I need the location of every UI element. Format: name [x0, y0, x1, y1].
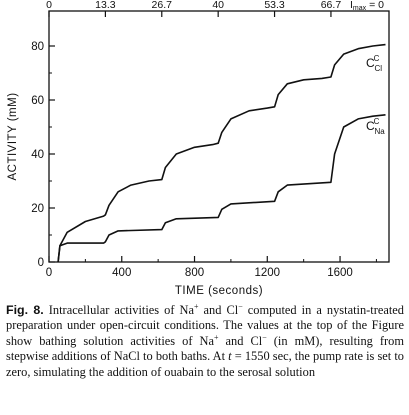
top-tick-label: 13.3	[95, 0, 116, 11]
top-tick-label: 40	[212, 0, 224, 11]
series-label-sup-0: C	[374, 54, 380, 63]
top-tick-label: 26.7	[152, 0, 173, 11]
series-label-sub-1: Na	[374, 127, 385, 136]
x-axis-label: TIME (seconds)	[175, 285, 263, 297]
y-tick-label: 40	[31, 149, 44, 161]
x-tick-label: 800	[185, 267, 204, 279]
y-tick-label: 0	[38, 257, 44, 269]
caption-text-5: (in mM), resulting from stepwise additio…	[6, 333, 405, 364]
caption-text-3: computed in a nystatin-treated preparati…	[6, 303, 404, 348]
x-tick-label: 0	[46, 267, 52, 279]
caption-sup-3: +	[214, 332, 219, 342]
series-label-1: CC Na	[366, 117, 385, 136]
y-tick-label: 20	[31, 203, 44, 215]
caption-text-1: Intracellular activities of Na	[43, 303, 194, 317]
figure-caption: Fig. 8. Intracellular activities of Na+ …	[6, 301, 405, 380]
top-end-label-suffix: = 0	[366, 0, 384, 11]
top-tick-label: 66.7	[321, 0, 342, 11]
x-tick-label: 1200	[254, 267, 280, 279]
caption-sup-2: −	[238, 301, 243, 311]
series-line-1	[57, 114, 386, 263]
caption-text-2: and Cl	[198, 303, 239, 317]
axes	[48, 10, 390, 263]
top-end-label-sub: max	[353, 5, 367, 12]
x-tick-label: 400	[112, 267, 131, 279]
series-label-sub-0: Cl	[374, 64, 382, 73]
top-tick-label: 0	[46, 0, 52, 11]
caption-text-6: = 1550 sec, the pump rate is set to zero…	[6, 349, 404, 379]
caption-text-4: and Cl	[218, 333, 263, 348]
y-tick-label: 80	[31, 41, 44, 53]
curves	[57, 43, 386, 263]
series-line-0	[57, 43, 386, 263]
y-tick-label: 60	[31, 95, 44, 107]
top-tick-label: 53.3	[264, 0, 285, 11]
series-label-sup-1: C	[374, 117, 380, 126]
caption-sup-4: −	[262, 332, 267, 342]
plot-frame	[48, 10, 390, 263]
caption-sup-1: +	[193, 301, 199, 311]
caption-italic-t: t	[228, 349, 232, 364]
x-tick-label: 1600	[327, 267, 353, 279]
caption-label: Fig. 8.	[6, 303, 44, 317]
top-end-label: Imax = 0	[350, 0, 384, 12]
series-label-0: CC Cl	[366, 54, 382, 73]
y-axis-label: ACTIVITY (mM)	[7, 92, 19, 180]
